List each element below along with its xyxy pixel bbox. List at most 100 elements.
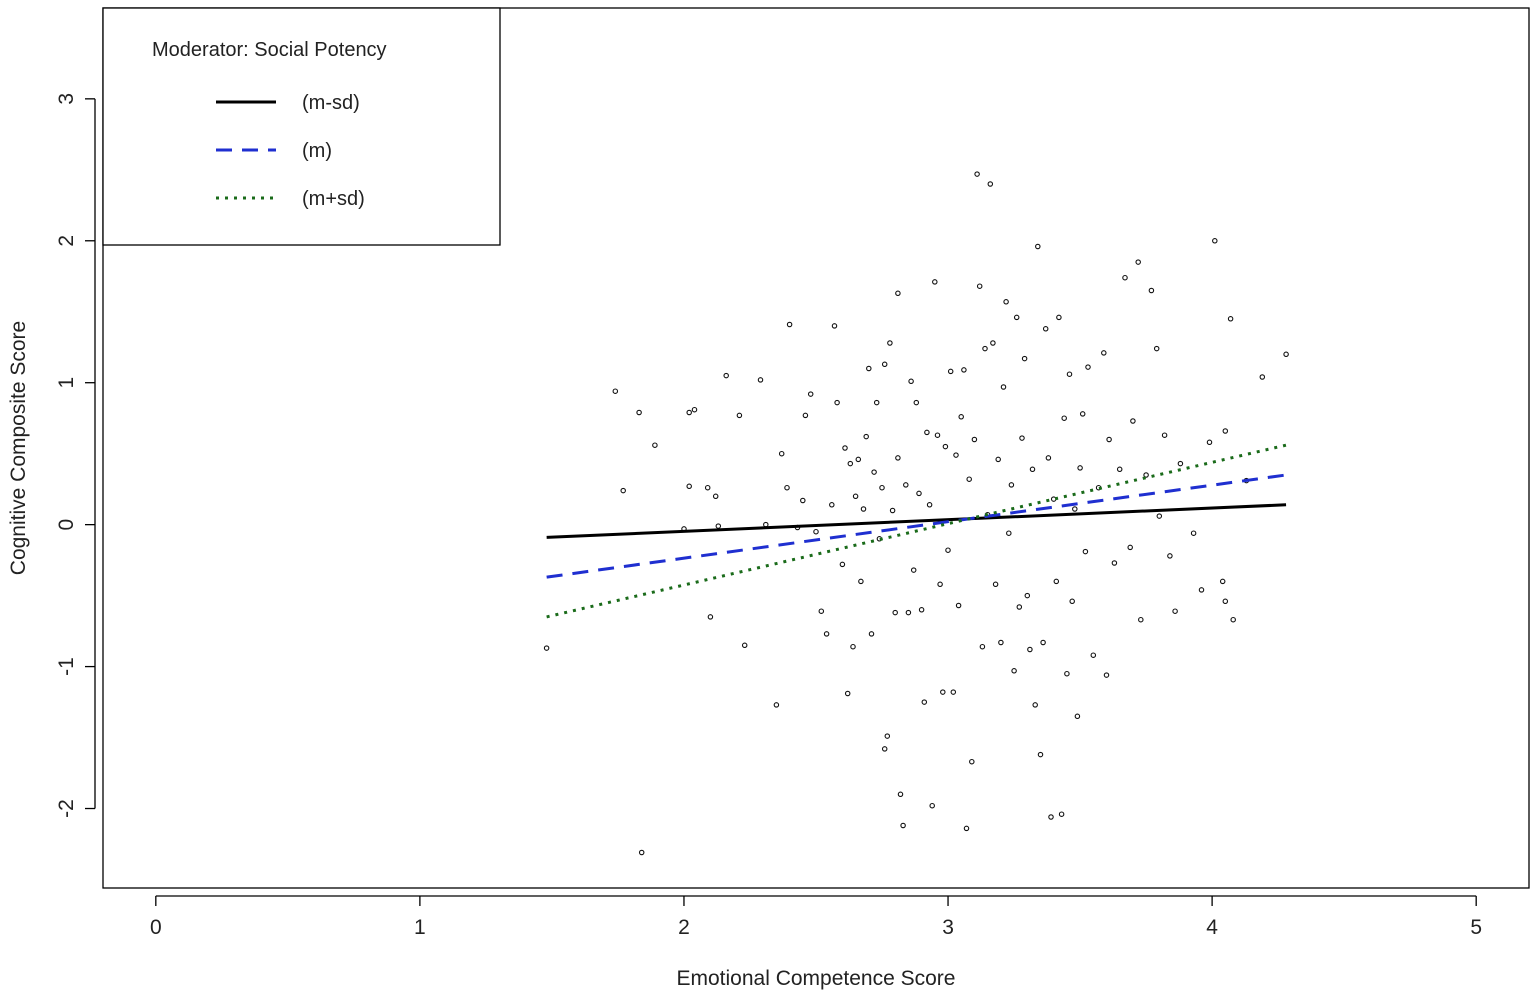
- data-point: [786, 321, 793, 328]
- data-point: [1077, 465, 1083, 471]
- data-point: [1006, 530, 1012, 536]
- data-point: [881, 746, 888, 752]
- data-point: [1037, 751, 1044, 758]
- legend-label-3: (m+sd): [302, 188, 365, 210]
- y-tick-label: 3: [55, 93, 78, 105]
- data-point: [942, 443, 949, 450]
- data-point: [1143, 472, 1149, 478]
- data-point: [1111, 560, 1118, 566]
- y-tick-label: -2: [55, 799, 78, 818]
- data-point: [844, 690, 851, 697]
- data-point: [990, 340, 996, 346]
- data-point: [1000, 384, 1007, 390]
- data-point: [1222, 428, 1229, 434]
- data-point: [757, 377, 764, 383]
- data-point: [1029, 466, 1036, 473]
- data-point: [953, 452, 959, 458]
- data-point: [903, 482, 909, 488]
- data-point: [868, 631, 875, 637]
- legend: Moderator: Social Potency (m-sd) (m) (m+sd…: [102, 7, 501, 246]
- data-point: [950, 689, 957, 695]
- data-point: [916, 490, 922, 497]
- data-point: [895, 290, 901, 297]
- data-point: [879, 484, 885, 491]
- data-point: [763, 521, 769, 528]
- data-point: [1032, 702, 1038, 708]
- data-point: [974, 171, 980, 177]
- data-point: [1227, 316, 1234, 322]
- legend-entries: (m-sd) (m) (m+sd): [216, 92, 365, 210]
- data-point: [905, 609, 912, 616]
- data-point: [1056, 314, 1062, 321]
- data-point: [1024, 592, 1031, 599]
- data-point: [1153, 345, 1160, 352]
- data-point: [1074, 713, 1081, 720]
- data-point: [860, 506, 867, 512]
- y-tick-label: -1: [55, 657, 78, 676]
- x-tick-label: 5: [1470, 916, 1482, 939]
- data-point: [1040, 639, 1046, 646]
- data-point: [1079, 411, 1086, 417]
- data-point: [926, 502, 933, 508]
- data-point: [1138, 616, 1144, 623]
- data-point: [847, 460, 854, 467]
- data-point: [1003, 299, 1009, 305]
- data-point: [636, 409, 642, 416]
- data-point: [834, 399, 840, 406]
- data-point: [940, 689, 946, 695]
- data-point: [945, 547, 951, 553]
- data-point: [863, 433, 869, 440]
- regression-lines: [546, 443, 1287, 619]
- data-point: [829, 502, 835, 508]
- data-point: [1066, 371, 1073, 377]
- data-point: [1085, 364, 1091, 370]
- data-point: [736, 412, 743, 419]
- data-point: [873, 399, 880, 406]
- data-point: [1035, 243, 1041, 250]
- data-point: [892, 609, 898, 616]
- data-point: [1027, 646, 1033, 653]
- data-point: [866, 365, 872, 372]
- legend-title: Moderator: Social Potency: [152, 39, 387, 61]
- x-tick-label: 3: [942, 916, 954, 939]
- data-point: [778, 450, 785, 457]
- data-point: [913, 399, 920, 406]
- data-point: [1222, 598, 1229, 605]
- data-point: [987, 181, 994, 187]
- y-tick-label: 1: [55, 377, 78, 389]
- y-axis: -2 -1 0 1 2 3: [55, 93, 96, 818]
- data-point: [1283, 351, 1289, 358]
- data-point: [1090, 652, 1097, 658]
- data-point: [966, 476, 972, 482]
- data-point: [895, 455, 901, 461]
- data-point: [612, 388, 619, 394]
- data-point: [1130, 418, 1136, 424]
- data-point: [1011, 668, 1017, 674]
- series-line-1: [546, 503, 1287, 539]
- data-point: [842, 445, 848, 451]
- data-point: [918, 607, 925, 613]
- data-point: [638, 849, 645, 856]
- data-point: [1053, 578, 1060, 585]
- data-point: [1148, 287, 1155, 294]
- data-point: [1019, 435, 1025, 441]
- y-axis-title: Cognitive Composite Score: [7, 321, 30, 575]
- data-point: [704, 484, 711, 491]
- data-point: [852, 493, 859, 500]
- data-point: [1122, 274, 1128, 281]
- data-point: [800, 497, 806, 504]
- data-point: [850, 643, 856, 650]
- data-point: [921, 699, 928, 705]
- data-point: [881, 361, 888, 368]
- legend-box: [102, 7, 501, 246]
- data-point: [961, 367, 967, 373]
- data-point: [1103, 672, 1110, 678]
- data-points: [543, 171, 1289, 856]
- data-point: [1206, 439, 1213, 446]
- data-point: [1069, 598, 1075, 605]
- data-point: [900, 822, 906, 829]
- data-point: [934, 432, 941, 438]
- data-point: [839, 561, 846, 568]
- data-point: [871, 469, 877, 475]
